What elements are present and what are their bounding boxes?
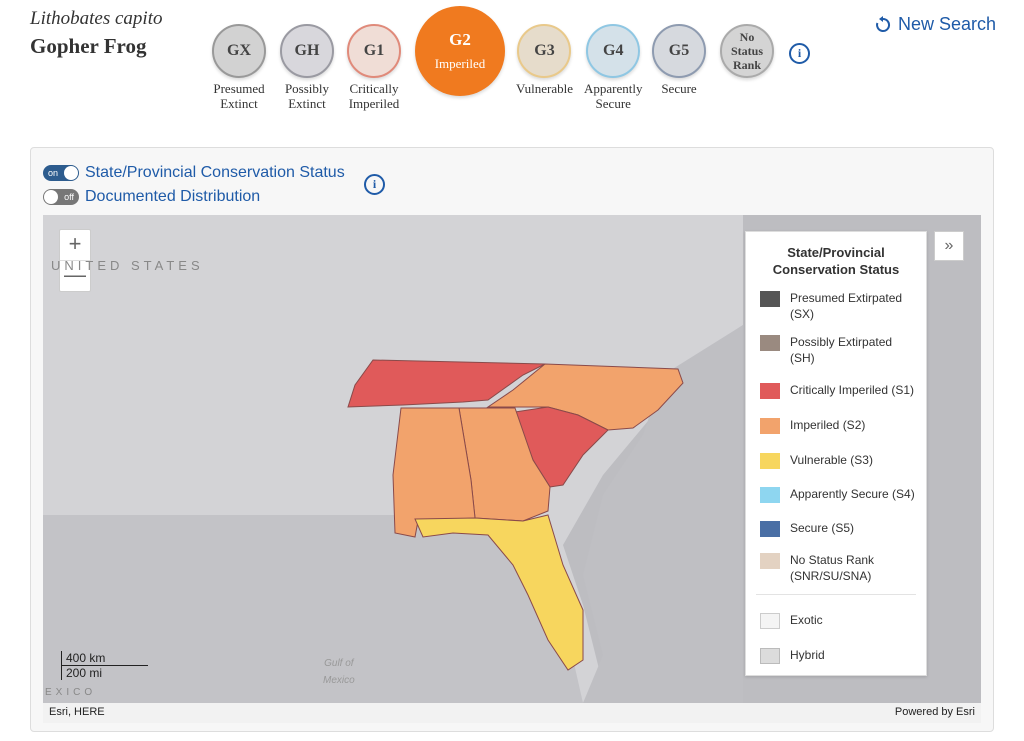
- legend-swatch-s5: [760, 521, 780, 537]
- legend-swatch-s3: [760, 453, 780, 469]
- species-common-name: Gopher Frog: [30, 34, 147, 58]
- new-search-button[interactable]: New Search: [874, 14, 996, 35]
- rank-gx-circle[interactable]: GX: [212, 24, 266, 78]
- rank-gh-circle[interactable]: GH: [280, 24, 334, 78]
- legend-item-sh: Possibly Extirpated (SH): [760, 334, 892, 366]
- map-canvas[interactable]: + — UNITED STATES Gulf of Mexico EXICO 40…: [43, 215, 981, 703]
- rank-g4[interactable]: G4 Apparently Secure: [584, 24, 642, 111]
- zoom-in-button[interactable]: +: [60, 230, 90, 261]
- attribution-bar: Esri, HERE Powered by Esri: [43, 703, 981, 723]
- rank-no-status[interactable]: No Status Rank: [720, 24, 774, 78]
- powered-by-esri[interactable]: Powered by Esri: [894, 706, 975, 718]
- rank-info-icon[interactable]: i: [789, 43, 810, 64]
- rank-g2-circle[interactable]: G2 Imperiled: [415, 6, 505, 96]
- legend-swatch-snr: [760, 553, 780, 569]
- zoom-control: + —: [59, 229, 91, 292]
- toggle-conservation-label[interactable]: State/Provincial Conservation Status: [85, 164, 345, 181]
- map-svg: [43, 215, 743, 703]
- rank-g1-label: Critically Imperiled: [348, 81, 400, 111]
- gulf-label: Gulf of Mexico: [323, 658, 355, 686]
- legend-item-sx: Presumed Extirpated (SX): [760, 290, 902, 322]
- rank-g2[interactable]: G2 Imperiled: [415, 6, 505, 96]
- rank-gx[interactable]: GX Presumed Extinct: [212, 24, 266, 111]
- legend-swatch-s2: [760, 418, 780, 434]
- scale-mi: 200 mi: [61, 666, 126, 680]
- legend-collapse-button[interactable]: »: [934, 231, 964, 261]
- state-alabama[interactable]: [392, 407, 476, 538]
- scale-bar: 400 km 200 mi: [61, 651, 148, 680]
- rank-g3[interactable]: G3 Vulnerable: [516, 24, 573, 96]
- toggle-conservation-switch[interactable]: on: [43, 165, 79, 181]
- rank-g3-circle[interactable]: G3: [517, 24, 572, 78]
- rank-g1-circle[interactable]: G1: [347, 24, 401, 78]
- legend-swatch-s4: [760, 487, 780, 503]
- legend-item-hybrid: Hybrid: [760, 647, 825, 664]
- rank-g5[interactable]: G5 Secure: [652, 24, 706, 96]
- rank-g3-label: Vulnerable: [516, 81, 573, 96]
- scale-km: 400 km: [61, 651, 148, 666]
- country-label: UNITED STATES: [51, 258, 204, 273]
- ocean-water: [583, 325, 743, 703]
- legend-item-s3: Vulnerable (S3): [760, 452, 873, 469]
- map-attribution: Esri, HERE: [49, 706, 105, 718]
- rank-g5-label: Secure: [661, 81, 697, 96]
- legend-item-exotic: Exotic: [760, 612, 823, 629]
- new-search-label: New Search: [898, 14, 997, 34]
- refresh-icon: [876, 15, 891, 32]
- legend-swatch-sx: [760, 291, 780, 307]
- rank-g4-label: Apparently Secure: [584, 81, 643, 111]
- rank-g4-circle[interactable]: G4: [586, 24, 641, 78]
- faint-map-label: EXICO: [45, 687, 97, 698]
- legend-divider: [756, 594, 916, 595]
- legend-item-s5: Secure (S5): [760, 520, 854, 537]
- legend-item-s1: Critically Imperiled (S1): [760, 382, 914, 399]
- rank-no-status-circle[interactable]: No Status Rank: [720, 24, 774, 78]
- zoom-out-button[interactable]: —: [64, 262, 86, 287]
- legend-item-snr: No Status Rank (SNR/SU/SNA): [760, 552, 874, 584]
- map-panel: on State/Provincial Conservation Status …: [30, 147, 994, 732]
- legend-swatch-s1: [760, 383, 780, 399]
- double-chevron-right-icon: »: [944, 237, 954, 254]
- legend-title: State/Provincial Conservation Status: [772, 245, 900, 277]
- layer-info-icon[interactable]: i: [364, 174, 385, 195]
- toggle-distribution-switch[interactable]: off: [43, 189, 79, 205]
- legend-swatch-exotic: [760, 613, 780, 629]
- legend-item-s4: Apparently Secure (S4): [760, 486, 915, 503]
- rank-g1[interactable]: G1 Critically Imperiled: [347, 24, 401, 111]
- rank-gh[interactable]: GH Possibly Extinct: [280, 24, 334, 111]
- rank-gh-label: Possibly Extinct: [284, 81, 330, 111]
- legend-swatch-hybrid: [760, 648, 780, 664]
- gulf-water: [43, 515, 583, 703]
- rank-gx-label: Presumed Extinct: [213, 81, 265, 111]
- toggle-distribution-row[interactable]: off Documented Distribution: [43, 188, 260, 206]
- legend-panel: State/Provincial Conservation Status Pres…: [745, 231, 927, 676]
- rank-g5-circle[interactable]: G5: [652, 24, 706, 78]
- legend-item-s2: Imperiled (S2): [760, 417, 865, 434]
- toggle-distribution-label[interactable]: Documented Distribution: [85, 188, 261, 205]
- state-tennessee[interactable]: [347, 359, 546, 408]
- toggle-conservation-row[interactable]: on State/Provincial Conservation Status: [43, 164, 345, 182]
- state-florida[interactable]: [414, 514, 584, 671]
- species-scientific-name: Lithobates capito: [30, 8, 163, 29]
- legend-swatch-sh: [760, 335, 780, 351]
